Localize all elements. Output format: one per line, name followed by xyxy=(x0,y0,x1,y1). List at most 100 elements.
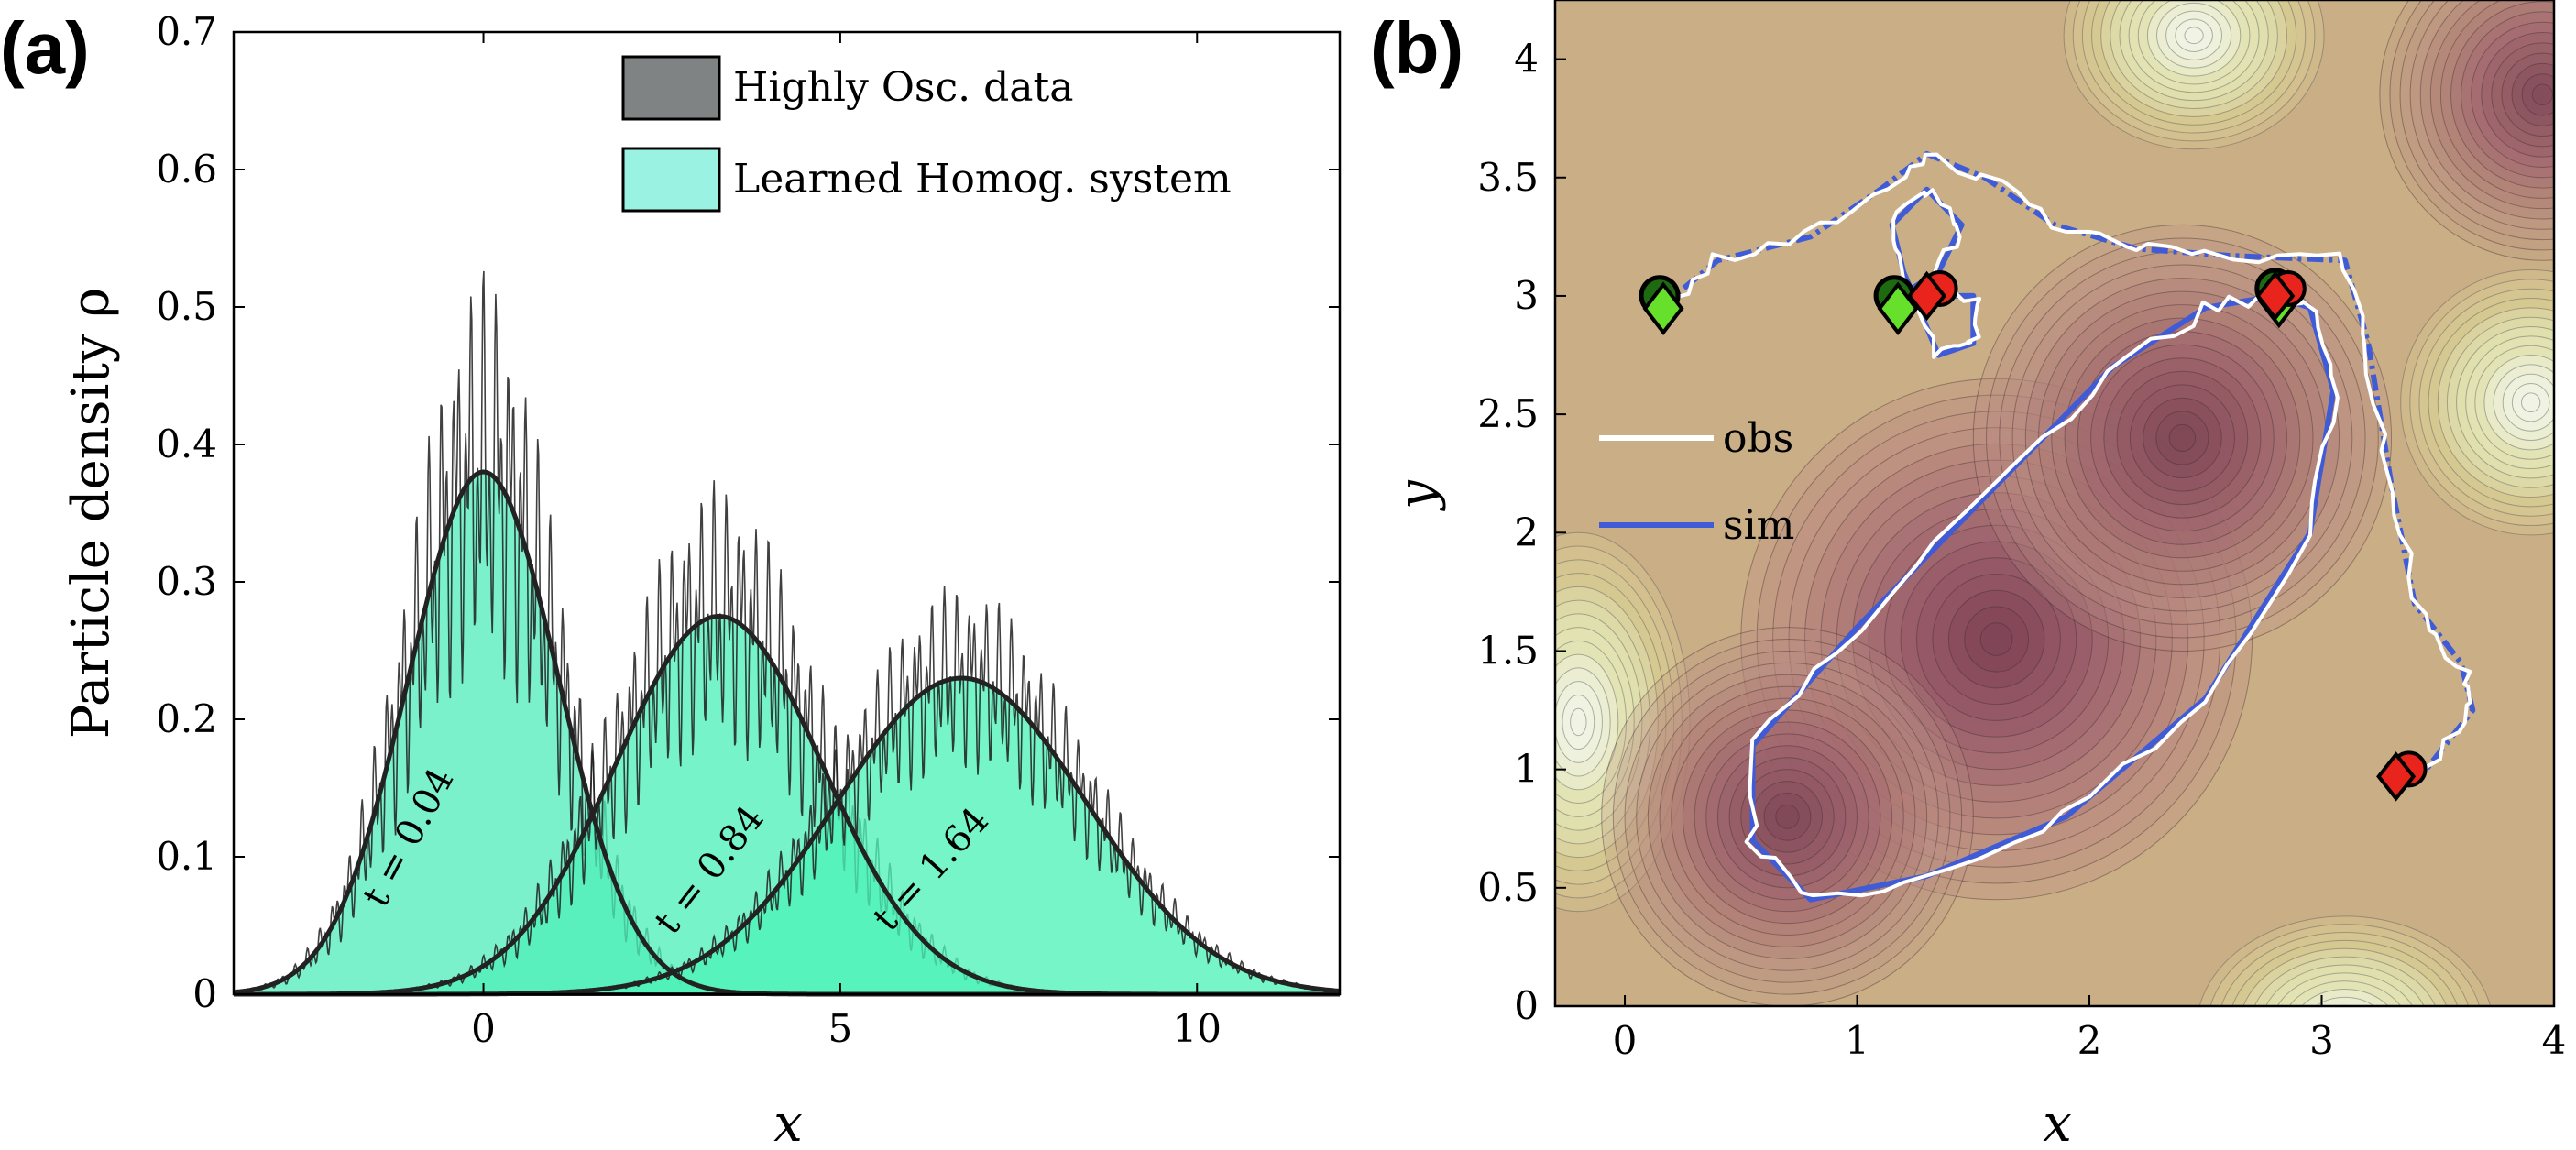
hill-contour-4 xyxy=(2334,1022,2355,1038)
x-tick-label: 3 xyxy=(2309,1018,2334,1063)
panel-a-axes-box xyxy=(232,30,1342,996)
well-contour-3 xyxy=(1671,697,1904,936)
well-contour-3 xyxy=(1763,792,1812,841)
hill-contour-1 xyxy=(2137,0,2251,85)
well-contour-1 xyxy=(1756,394,2237,884)
obs-path-1 xyxy=(1663,152,2472,784)
hill-contour-3 xyxy=(1555,586,1659,859)
x-tick-label: 0 xyxy=(1613,1018,1638,1063)
hill-contour-2 xyxy=(2483,355,2554,451)
y-tick-label: 0 xyxy=(192,971,217,1016)
y-tick-label: 0.6 xyxy=(156,147,217,192)
hill-contour-1 xyxy=(2110,0,2278,109)
legend-swatch-homog xyxy=(621,147,721,213)
well-contour-3 xyxy=(1612,639,1963,995)
hill-contour-4 xyxy=(2253,956,2437,1006)
well-contour-1 xyxy=(1820,459,2173,819)
well-contour-4 xyxy=(2501,52,2554,137)
hill-contour-2 xyxy=(2456,326,2554,479)
panel-a-ticks: 0 5 10 0 0.1 0.2 0.3 0.4 0.5 0.6 0.7 xyxy=(156,9,1340,1051)
y-tick-label: 0 xyxy=(1514,983,1539,1028)
obs-path-2 xyxy=(1886,188,1982,359)
well-contour-4 xyxy=(2399,0,2554,241)
hill-contour-3 xyxy=(1555,573,1667,871)
well-contour-3 xyxy=(1624,650,1951,983)
well-contour-4 xyxy=(2419,0,2554,220)
well-contour-2 xyxy=(2011,264,2353,612)
hill-contour-2 xyxy=(2428,298,2554,508)
well-contour-1 xyxy=(1932,574,2061,706)
hill-contour-3 xyxy=(1555,559,1675,885)
legend-label-osc: Highly Osc. data xyxy=(733,64,1073,111)
well-contour-2 xyxy=(2168,423,2197,452)
well-contour-3 xyxy=(1694,721,1881,913)
hill-contour-4 xyxy=(2276,972,2414,1006)
contour-background xyxy=(1555,0,2554,1006)
x-tick-label: 4 xyxy=(2542,1018,2567,1063)
hill-contour-3 xyxy=(1555,599,1651,845)
hill-contour-3 xyxy=(1555,640,1627,805)
panel-b-trajectories xyxy=(1639,150,2476,903)
y-tick-label: 4 xyxy=(1514,37,1539,82)
panel-b-legend: obs sim xyxy=(1599,415,1794,549)
well-contour-1 xyxy=(1915,557,2077,721)
x-tick-label: 10 xyxy=(1173,1006,1222,1051)
legend-swatch-osc xyxy=(621,55,721,121)
well-contour-1 xyxy=(1900,541,2093,738)
well-contour-1 xyxy=(1804,443,2189,836)
hill-contour-3 xyxy=(1555,667,1611,777)
panel-a-legend: Highly Osc. data Learned Homog. system xyxy=(621,55,1232,213)
hill-contour-1 xyxy=(2091,0,2297,126)
well-contour-1 xyxy=(1964,606,2029,673)
well-contour-3 xyxy=(1705,733,1869,901)
well-contour-1 xyxy=(1979,622,2013,656)
y-tick-label: 0.5 xyxy=(1477,865,1539,910)
well-contour-1 xyxy=(1836,476,2157,803)
y-tick-label: 0.7 xyxy=(156,9,217,54)
legend-label-homog: Learned Homog. system xyxy=(733,156,1232,203)
start-marker-2 xyxy=(1877,281,1919,335)
hill-contour-1 xyxy=(2128,0,2260,93)
hill-contour-2 xyxy=(2493,364,2554,442)
well-contour-1 xyxy=(1772,411,2221,868)
well-contour-1 xyxy=(1884,524,2110,754)
well-contour-1 xyxy=(1868,508,2125,771)
hill-contour-4 xyxy=(2231,939,2459,1006)
hill-contour-3 xyxy=(1555,681,1603,763)
well-contour-4 xyxy=(2409,0,2554,230)
panel-b-ylabel: y xyxy=(1387,479,1447,512)
hill-contour-2 xyxy=(2474,345,2554,460)
hill-contour-3 xyxy=(1555,545,1683,899)
well-contour-4 xyxy=(2511,62,2554,126)
well-contour-4 xyxy=(2531,83,2553,106)
hill-contour-2 xyxy=(2502,373,2554,432)
hill-contour-4 xyxy=(2301,989,2389,1006)
well-contour-2 xyxy=(2116,370,2249,506)
panel-a-label: (a) xyxy=(0,7,90,89)
hill-contour-2 xyxy=(2446,316,2554,488)
hill-contour-1 xyxy=(2063,0,2325,150)
panel-a: (a) 0 5 10 0 0.1 0.2 0.3 0.4 0.5 0.6 0.7 x Particl… xyxy=(0,7,1342,1150)
well-contour-4 xyxy=(2491,42,2554,148)
end-marker-1 xyxy=(2376,751,2417,802)
end-marker-2 xyxy=(1907,270,1947,322)
y-tick-label: 0.5 xyxy=(156,284,217,329)
x-tick-label: 1 xyxy=(1845,1018,1869,1063)
hill-contour-2 xyxy=(2521,392,2541,413)
well-contour-3 xyxy=(1775,804,1800,829)
y-tick-label: 0.2 xyxy=(156,696,217,741)
hill-contour-2 xyxy=(2400,269,2554,536)
panel-b-xlabel: x xyxy=(2043,1094,2072,1150)
hill-contour-2 xyxy=(2437,307,2554,498)
y-tick-label: 0.4 xyxy=(156,422,217,466)
y-tick-label: 0.3 xyxy=(156,559,217,604)
x-tick-label: 5 xyxy=(828,1006,853,1051)
hill-contour-1 xyxy=(2156,2,2232,69)
well-contour-4 xyxy=(2471,21,2554,168)
hill-contour-4 xyxy=(2198,915,2492,1006)
hill-contour-4 xyxy=(2288,980,2402,1006)
well-contour-4 xyxy=(2450,1,2554,189)
y-tick-label: 0.1 xyxy=(156,834,217,879)
well-contour-2 xyxy=(1986,237,2379,639)
hill-contour-1 xyxy=(2081,0,2307,134)
